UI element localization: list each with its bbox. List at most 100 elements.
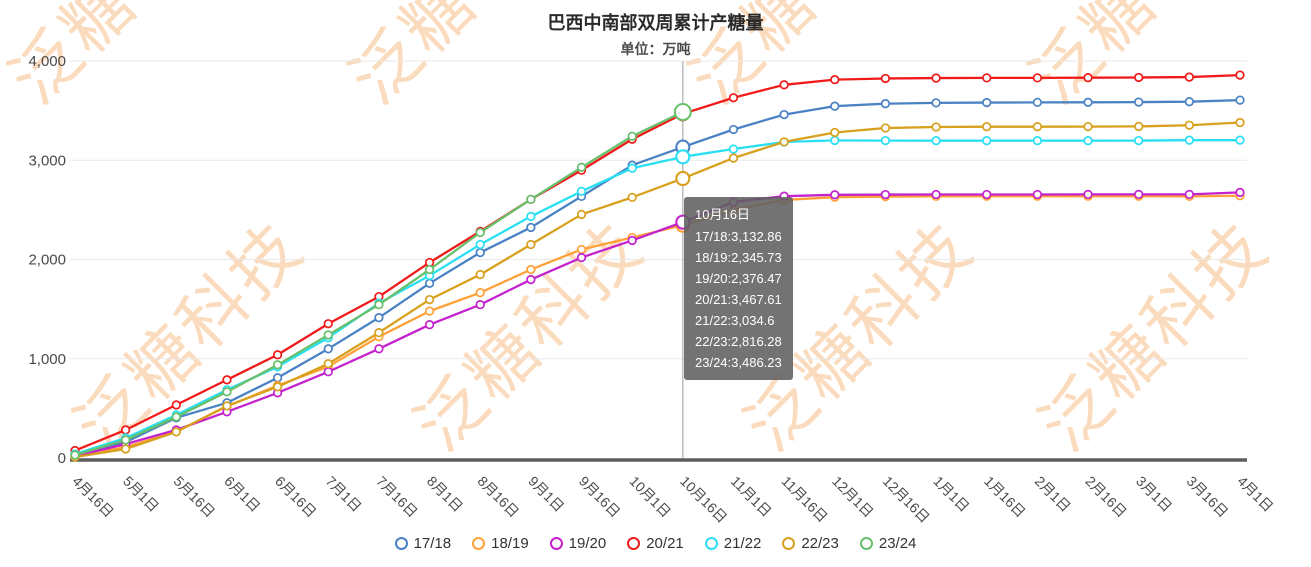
data-point-22-23-7[interactable] xyxy=(424,294,435,305)
data-point-21-22-15[interactable] xyxy=(830,135,840,146)
data-point-20-21-20[interactable] xyxy=(1083,73,1093,83)
data-point-21-22-9[interactable] xyxy=(526,211,536,222)
data-point-22-23-22[interactable] xyxy=(1184,120,1194,130)
data-point-21-22-21[interactable] xyxy=(1134,135,1144,146)
data-point-23-24-5[interactable] xyxy=(323,330,333,340)
data-point-19-20-10[interactable] xyxy=(576,252,587,263)
series-line-21-22[interactable] xyxy=(73,139,1242,456)
data-point-17-18-16[interactable] xyxy=(880,99,891,109)
data-point-17-18-21[interactable] xyxy=(1134,97,1144,107)
data-point-17-18-7[interactable] xyxy=(424,278,435,288)
data-point-21-22-13[interactable] xyxy=(728,144,739,154)
data-point-19-20-23[interactable] xyxy=(1235,187,1245,198)
data-point-23-24-2[interactable] xyxy=(171,412,181,422)
legend-item-23-24[interactable]: 23/24 xyxy=(859,535,916,552)
data-point-17-18-23[interactable] xyxy=(1235,95,1245,105)
data-point-22-23-9[interactable] xyxy=(526,239,536,250)
data-point-19-20-12[interactable] xyxy=(675,214,691,230)
data-point-17-18-14[interactable] xyxy=(779,109,789,120)
data-point-23-24-3[interactable] xyxy=(222,387,232,397)
data-point-18-19-10[interactable] xyxy=(576,244,587,255)
data-point-20-21-5[interactable] xyxy=(323,319,333,329)
data-point-22-23-14[interactable] xyxy=(779,137,789,147)
data-point-19-20-8[interactable] xyxy=(475,300,485,310)
data-point-19-20-15[interactable] xyxy=(830,190,840,200)
data-point-19-20-16[interactable] xyxy=(880,189,891,200)
data-point-20-21-4[interactable] xyxy=(272,350,283,360)
data-point-20-21-3[interactable] xyxy=(222,375,232,385)
data-point-17-18-6[interactable] xyxy=(374,313,384,323)
data-point-19-20-22[interactable] xyxy=(1184,189,1194,200)
data-point-23-24-11[interactable] xyxy=(627,131,637,141)
data-point-22-23-15[interactable] xyxy=(830,127,840,138)
data-point-20-21-15[interactable] xyxy=(830,75,840,85)
data-point-20-21-16[interactable] xyxy=(880,73,891,84)
data-point-23-24-10[interactable] xyxy=(576,162,587,172)
data-point-20-21-2[interactable] xyxy=(171,400,181,410)
data-point-22-23-1[interactable] xyxy=(121,444,131,454)
data-point-22-23-8[interactable] xyxy=(475,269,485,280)
data-point-17-18-20[interactable] xyxy=(1083,97,1093,107)
data-point-23-24-8[interactable] xyxy=(475,227,485,238)
data-point-18-19-8[interactable] xyxy=(475,287,485,298)
data-point-22-23-16[interactable] xyxy=(880,123,891,133)
legend-item-20-21[interactable]: 20/21 xyxy=(627,535,684,552)
data-point-21-22-16[interactable] xyxy=(880,135,891,146)
legend-item-22-23[interactable]: 22/23 xyxy=(782,535,839,552)
data-point-23-24-7[interactable] xyxy=(424,264,435,275)
data-point-22-23-5[interactable] xyxy=(323,359,333,369)
data-point-22-23-12[interactable] xyxy=(675,170,691,187)
data-point-17-18-18[interactable] xyxy=(982,97,992,108)
data-point-22-23-18[interactable] xyxy=(982,122,992,132)
data-point-22-23-10[interactable] xyxy=(576,209,587,220)
data-point-18-19-7[interactable] xyxy=(424,306,435,316)
data-point-17-18-17[interactable] xyxy=(931,98,941,108)
data-point-20-21-13[interactable] xyxy=(728,93,739,103)
data-point-21-22-12[interactable] xyxy=(675,149,691,165)
data-point-22-23-20[interactable] xyxy=(1083,121,1093,132)
data-point-19-20-9[interactable] xyxy=(526,274,536,285)
data-point-17-18-8[interactable] xyxy=(475,247,485,258)
data-point-20-21-21[interactable] xyxy=(1134,72,1144,83)
data-point-20-21-1[interactable] xyxy=(121,425,131,435)
data-point-18-19-13[interactable] xyxy=(728,205,739,215)
data-point-22-23-13[interactable] xyxy=(728,153,739,163)
data-point-19-20-17[interactable] xyxy=(931,189,941,200)
series-line-18-19[interactable] xyxy=(73,194,1242,458)
data-point-22-23-4[interactable] xyxy=(272,382,283,392)
data-point-23-24-12[interactable] xyxy=(673,102,692,122)
legend-item-19-20[interactable]: 19/20 xyxy=(549,535,606,552)
data-point-23-24-4[interactable] xyxy=(272,360,283,370)
data-point-19-20-5[interactable] xyxy=(323,367,333,377)
legend-item-21-22[interactable]: 21/22 xyxy=(704,535,761,552)
data-point-22-23-2[interactable] xyxy=(171,427,181,437)
data-point-17-18-22[interactable] xyxy=(1184,97,1194,107)
data-point-17-18-4[interactable] xyxy=(272,373,283,383)
data-point-19-20-19[interactable] xyxy=(1032,189,1043,200)
data-point-20-21-19[interactable] xyxy=(1032,73,1043,83)
data-point-22-23-21[interactable] xyxy=(1134,121,1144,132)
data-point-19-20-21[interactable] xyxy=(1134,189,1144,200)
data-point-22-23-19[interactable] xyxy=(1032,122,1043,132)
data-point-23-24-0[interactable] xyxy=(70,450,80,460)
data-point-23-24-6[interactable] xyxy=(374,300,384,310)
data-point-21-22-19[interactable] xyxy=(1032,136,1043,146)
data-point-20-21-22[interactable] xyxy=(1184,72,1194,82)
data-point-21-22-22[interactable] xyxy=(1184,135,1194,145)
data-point-17-18-13[interactable] xyxy=(728,124,739,135)
data-point-21-22-8[interactable] xyxy=(475,239,485,250)
data-point-21-22-23[interactable] xyxy=(1235,135,1245,145)
data-point-23-24-1[interactable] xyxy=(121,435,131,445)
data-point-21-22-18[interactable] xyxy=(982,136,992,146)
data-point-19-20-13[interactable] xyxy=(728,197,739,207)
series-line-20-21[interactable] xyxy=(73,73,1242,452)
data-point-22-23-6[interactable] xyxy=(374,327,384,338)
data-point-20-21-23[interactable] xyxy=(1235,70,1245,80)
data-point-20-21-17[interactable] xyxy=(931,73,941,83)
data-point-17-18-15[interactable] xyxy=(830,101,840,111)
data-point-23-24-9[interactable] xyxy=(526,194,536,205)
legend-item-17-18[interactable]: 17/18 xyxy=(394,535,451,552)
series-line-17-18[interactable] xyxy=(73,98,1242,456)
legend-item-18-19[interactable]: 18/19 xyxy=(472,535,529,552)
series-line-22-23[interactable] xyxy=(73,121,1242,459)
